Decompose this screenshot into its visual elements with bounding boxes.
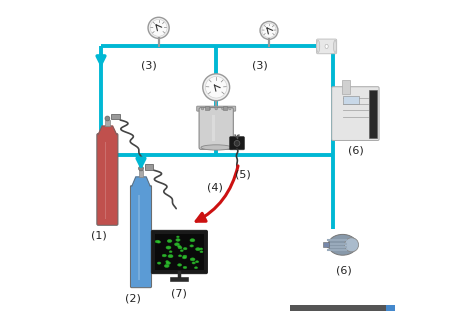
- Ellipse shape: [317, 40, 320, 52]
- Ellipse shape: [164, 264, 169, 268]
- Ellipse shape: [166, 262, 171, 264]
- Circle shape: [148, 17, 169, 38]
- Ellipse shape: [157, 262, 161, 264]
- Ellipse shape: [178, 245, 181, 247]
- FancyBboxPatch shape: [97, 133, 118, 225]
- Bar: [205, 106, 209, 110]
- Circle shape: [150, 20, 167, 36]
- Circle shape: [138, 166, 144, 171]
- Ellipse shape: [179, 255, 182, 257]
- Bar: [105, 120, 109, 126]
- Ellipse shape: [178, 264, 182, 266]
- Bar: [323, 242, 329, 247]
- Ellipse shape: [201, 145, 231, 150]
- Bar: [105, 142, 106, 219]
- Ellipse shape: [325, 44, 328, 49]
- Text: (3): (3): [252, 61, 267, 71]
- FancyBboxPatch shape: [130, 185, 152, 288]
- Ellipse shape: [167, 240, 172, 243]
- Ellipse shape: [334, 40, 337, 52]
- Text: (4): (4): [207, 182, 222, 192]
- Ellipse shape: [166, 246, 171, 249]
- Ellipse shape: [200, 251, 203, 253]
- Ellipse shape: [192, 262, 195, 264]
- Circle shape: [345, 238, 359, 252]
- Ellipse shape: [190, 258, 195, 261]
- FancyBboxPatch shape: [317, 39, 337, 54]
- Text: (6): (6): [347, 146, 363, 156]
- Circle shape: [262, 23, 276, 37]
- Ellipse shape: [166, 260, 169, 262]
- Bar: [343, 96, 358, 104]
- Bar: [386, 305, 395, 311]
- Polygon shape: [98, 126, 117, 135]
- Ellipse shape: [196, 248, 201, 251]
- FancyBboxPatch shape: [151, 230, 208, 274]
- Circle shape: [215, 108, 218, 110]
- Text: (2): (2): [125, 294, 141, 304]
- Ellipse shape: [176, 239, 180, 241]
- Ellipse shape: [162, 254, 166, 257]
- Bar: [111, 114, 119, 119]
- Ellipse shape: [157, 241, 161, 243]
- Ellipse shape: [190, 239, 195, 242]
- Ellipse shape: [183, 247, 187, 250]
- Ellipse shape: [155, 240, 160, 243]
- Bar: [290, 305, 386, 311]
- Ellipse shape: [178, 246, 182, 249]
- Text: (3): (3): [141, 61, 157, 71]
- Circle shape: [228, 108, 231, 110]
- FancyBboxPatch shape: [332, 87, 379, 140]
- Circle shape: [201, 108, 204, 110]
- Ellipse shape: [200, 248, 203, 250]
- Text: (7): (7): [172, 288, 187, 298]
- Bar: [139, 170, 143, 177]
- Bar: [211, 115, 215, 141]
- Circle shape: [234, 140, 240, 146]
- Bar: [223, 106, 227, 110]
- FancyBboxPatch shape: [197, 106, 236, 111]
- Polygon shape: [132, 177, 150, 187]
- FancyBboxPatch shape: [199, 108, 233, 149]
- Ellipse shape: [174, 243, 179, 246]
- Ellipse shape: [182, 256, 186, 259]
- Ellipse shape: [168, 254, 173, 258]
- Circle shape: [260, 21, 278, 39]
- Text: (5): (5): [235, 170, 251, 180]
- Circle shape: [205, 76, 227, 98]
- Circle shape: [222, 108, 224, 110]
- Circle shape: [203, 74, 229, 101]
- Bar: [369, 90, 377, 138]
- Bar: [155, 234, 204, 270]
- Circle shape: [105, 116, 110, 121]
- Ellipse shape: [195, 261, 199, 263]
- Text: (1): (1): [91, 230, 107, 240]
- Ellipse shape: [183, 255, 187, 258]
- Ellipse shape: [177, 236, 179, 238]
- Ellipse shape: [183, 266, 187, 268]
- Circle shape: [208, 108, 211, 110]
- Bar: [138, 195, 140, 280]
- Text: (6): (6): [337, 266, 352, 276]
- FancyBboxPatch shape: [229, 137, 245, 150]
- Bar: [145, 164, 153, 170]
- Bar: [171, 277, 188, 281]
- Ellipse shape: [169, 251, 172, 252]
- Ellipse shape: [180, 250, 183, 252]
- Ellipse shape: [194, 267, 198, 269]
- Bar: [342, 80, 350, 94]
- Ellipse shape: [328, 234, 357, 255]
- Ellipse shape: [190, 245, 193, 247]
